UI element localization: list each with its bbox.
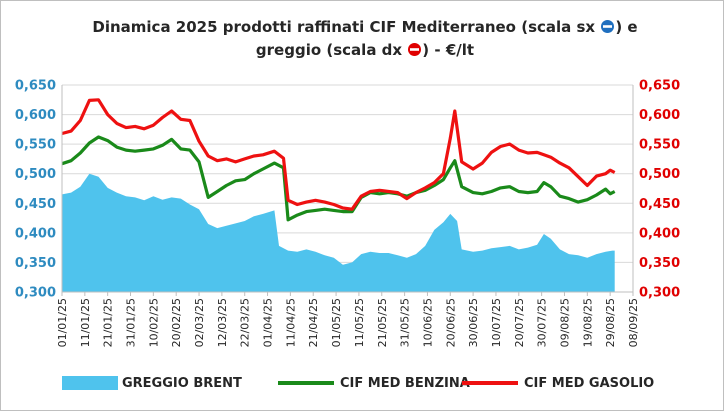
x-tick-label: 12/03/25 bbox=[216, 298, 229, 347]
title-end-text: ) - €/lt bbox=[422, 41, 475, 59]
y-tick-label-left: 0,500 bbox=[15, 167, 56, 182]
x-tick-label: 10/02/25 bbox=[147, 298, 160, 347]
legend-item-gasolio: CIF MED GASOLIO bbox=[462, 372, 654, 394]
x-tick-label: 11/05/25 bbox=[353, 298, 366, 347]
legend-label-gasolio: CIF MED GASOLIO bbox=[524, 375, 655, 391]
x-tick-label: 21/01/25 bbox=[102, 298, 115, 347]
x-tick-label: 09/08/25 bbox=[558, 298, 571, 347]
y-tick-label-right: 0,650 bbox=[639, 79, 680, 94]
x-tick-label: 01/04/25 bbox=[262, 298, 275, 347]
legend-swatch-brent bbox=[62, 376, 118, 390]
y-tick-label-left: 0,550 bbox=[15, 138, 56, 153]
title-line-1-text: Dinamica 2025 prodotti raffinati CIF Med… bbox=[92, 18, 601, 36]
x-tick-label: 20/02/25 bbox=[170, 298, 183, 347]
x-tick-label: 02/03/25 bbox=[193, 298, 206, 347]
y-tick-label-left: 0,350 bbox=[15, 256, 56, 271]
series-line-gasolio bbox=[61, 98, 616, 211]
x-tick-label: 30/06/25 bbox=[467, 298, 480, 347]
x-tick-label: 01/05/25 bbox=[330, 298, 343, 347]
x-tick-label: 29/08/25 bbox=[604, 298, 617, 347]
x-tick-label: 30/07/25 bbox=[536, 298, 549, 347]
title-line-2-text: greggio (scala dx bbox=[255, 41, 408, 59]
series-area-brent bbox=[62, 173, 615, 292]
y-tick-label-left: 0,400 bbox=[15, 226, 56, 241]
y-tick-label-right: 0,550 bbox=[639, 138, 680, 153]
legend-label-brent: GREGGIO BRENT bbox=[122, 375, 242, 391]
y-tick-label-left: 0,450 bbox=[15, 197, 56, 212]
legend-item-benzina: CIF MED BENZINA bbox=[278, 372, 470, 394]
left-scale-blue-icon bbox=[601, 20, 615, 33]
x-tick-label: 01/01/25 bbox=[56, 298, 69, 347]
legend-swatch-benzina bbox=[278, 381, 334, 385]
y-tick-label-right: 0,400 bbox=[639, 226, 680, 241]
x-tick-label: 31/01/25 bbox=[125, 298, 138, 347]
title-mid-text: ) e bbox=[615, 18, 638, 36]
x-tick-label: 21/05/25 bbox=[376, 298, 389, 347]
x-tick-label: 20/06/25 bbox=[444, 298, 457, 347]
y-tick-label-right: 0,350 bbox=[639, 256, 680, 271]
series-line-benzina bbox=[61, 135, 616, 222]
chart-title: Dinamica 2025 prodotti raffinati CIF Med… bbox=[60, 16, 670, 62]
y-tick-label-left: 0,300 bbox=[15, 286, 56, 301]
x-tick-label: 20/07/25 bbox=[513, 298, 526, 347]
x-tick-label: 10/06/25 bbox=[421, 298, 434, 347]
y-tick-label-left: 0,650 bbox=[15, 79, 56, 94]
x-tick-label: 10/07/25 bbox=[490, 298, 503, 347]
x-tick-label: 11/04/25 bbox=[284, 298, 297, 347]
x-tick-label: 19/08/25 bbox=[581, 298, 594, 347]
x-tick-label: 21/04/25 bbox=[307, 298, 320, 347]
y-tick-label-right: 0,300 bbox=[639, 286, 680, 301]
legend-label-benzina: CIF MED BENZINA bbox=[340, 375, 470, 391]
legend-swatch-gasolio bbox=[462, 381, 518, 385]
x-tick-label: 22/03/25 bbox=[239, 298, 252, 347]
x-tick-label: 08/09/25 bbox=[627, 298, 640, 347]
x-tick-label: 31/05/25 bbox=[399, 298, 412, 347]
right-scale-red-icon bbox=[408, 43, 422, 56]
x-tick-label: 11/01/25 bbox=[79, 298, 92, 347]
y-tick-label-left: 0,600 bbox=[15, 108, 56, 123]
y-tick-label-right: 0,450 bbox=[639, 197, 680, 212]
y-tick-label-right: 0,500 bbox=[639, 167, 680, 182]
legend-item-brent: GREGGIO BRENT bbox=[62, 372, 242, 394]
y-tick-label-right: 0,600 bbox=[639, 108, 680, 123]
